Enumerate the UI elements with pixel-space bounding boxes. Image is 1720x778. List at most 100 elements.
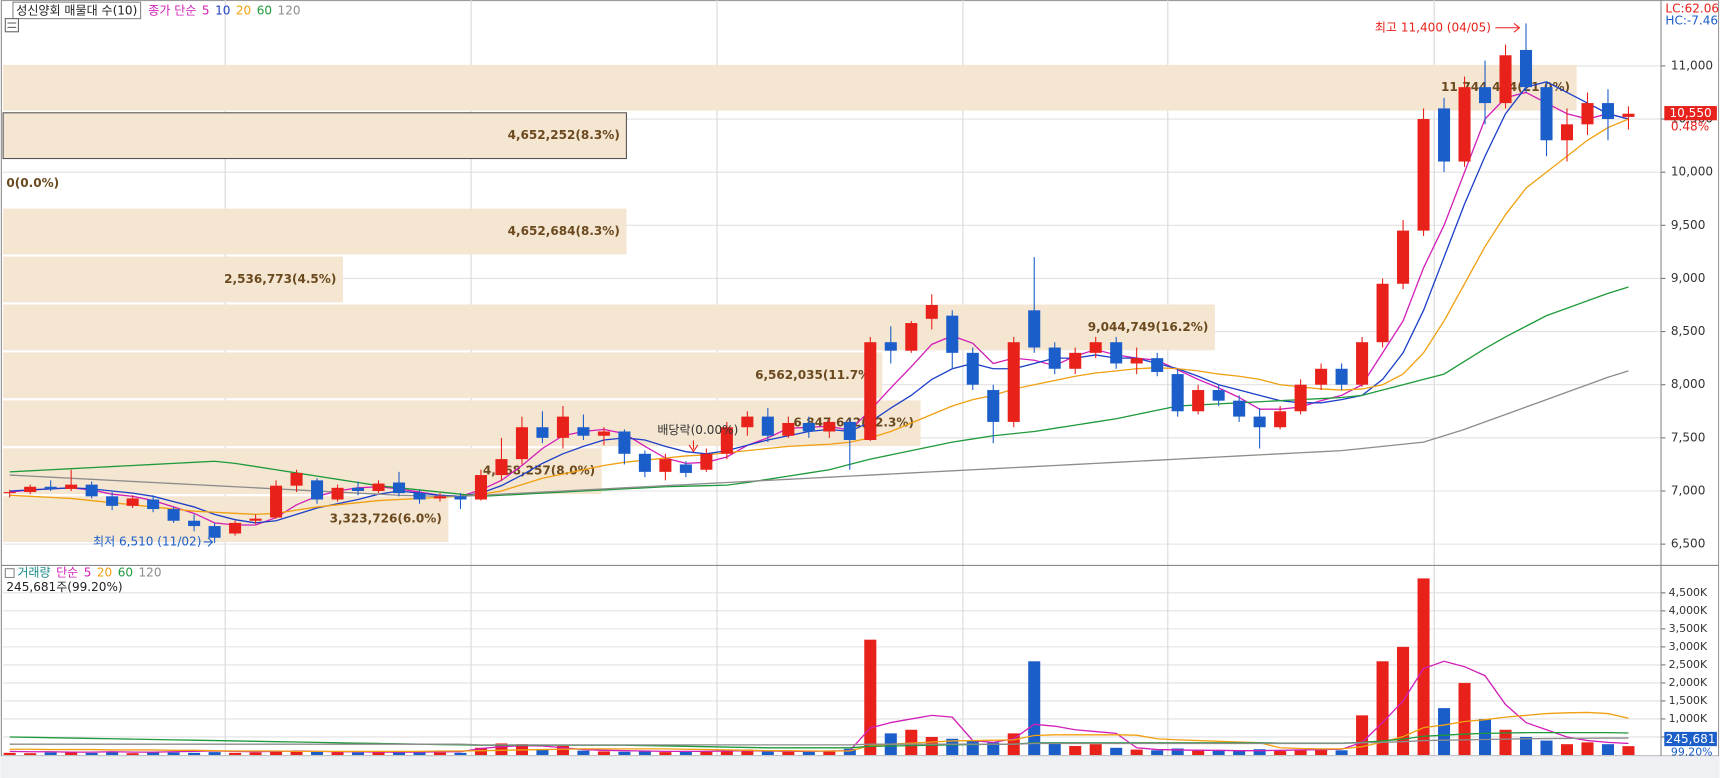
legend-label: 단순 xyxy=(56,566,78,580)
volume-bar xyxy=(106,752,119,755)
title-box xyxy=(12,1,142,20)
volume-bar xyxy=(413,752,426,755)
volume-bar xyxy=(1622,746,1635,755)
volume-bar xyxy=(1089,744,1102,755)
candle-body xyxy=(659,459,672,472)
candle-body xyxy=(1499,55,1512,104)
volume-bar xyxy=(126,753,139,755)
y-tick-label: 2,000K xyxy=(1669,676,1708,689)
chart-title: 성신양회 매물대 수(10) xyxy=(16,3,137,17)
volume-bar xyxy=(331,752,344,755)
candle-body xyxy=(802,422,815,432)
volume-bar xyxy=(597,751,610,755)
volume-bar xyxy=(1274,751,1287,755)
volume-bar xyxy=(270,751,283,755)
candle-body xyxy=(1089,342,1102,353)
candle-body xyxy=(761,416,774,436)
volume-bar xyxy=(1212,750,1225,755)
candle-body xyxy=(1253,416,1266,428)
high-annotation: 최고 11,400 (04/05) xyxy=(1375,20,1491,34)
legend-label: 종가 단순 xyxy=(148,3,196,17)
volume-bar xyxy=(147,751,160,755)
legend-entry: 120 xyxy=(278,3,301,17)
candle-body xyxy=(1028,310,1041,348)
legend-entry: 5 xyxy=(84,566,92,580)
y-tick-label: 4,000K xyxy=(1669,604,1708,617)
candle-body xyxy=(229,522,242,534)
y-tick-label: 9,500 xyxy=(1671,218,1706,232)
y-tick-label: 8,000 xyxy=(1671,377,1706,391)
candle-body xyxy=(618,431,631,454)
volume-bar xyxy=(823,751,836,755)
candle-body xyxy=(700,453,713,470)
dividend-annotation: 배당락(0.00%) xyxy=(657,423,738,437)
y-tick-label: 11,000 xyxy=(1671,58,1713,72)
volume-bar xyxy=(864,639,877,755)
candle-body xyxy=(987,390,1000,422)
volume-bar xyxy=(433,752,447,755)
profile-label: 0(0.0%) xyxy=(6,176,59,190)
candle-body xyxy=(147,499,160,510)
candle-body xyxy=(905,323,918,351)
volume-bar xyxy=(1540,740,1553,755)
candle-body xyxy=(270,485,283,518)
candle-body xyxy=(1192,390,1205,412)
profile-label: 2,536,773(4.5%) xyxy=(224,272,336,286)
volume-bar xyxy=(1294,749,1307,755)
candle-body xyxy=(44,486,57,489)
volume-bar xyxy=(495,743,508,755)
legend-entry: 20 xyxy=(236,3,251,17)
volume-bar xyxy=(1192,749,1205,755)
volume-bar xyxy=(843,748,856,755)
candle-body xyxy=(1048,347,1061,369)
candle-body xyxy=(925,305,938,319)
volume-bar xyxy=(659,752,672,755)
candle-body xyxy=(208,526,221,538)
candle-body xyxy=(413,493,426,500)
volume-bar xyxy=(85,752,98,755)
profile-label: 4,652,252(8.3%) xyxy=(508,128,620,142)
legend-entry: 20 xyxy=(97,566,112,580)
volume-bar xyxy=(1028,661,1041,755)
volume-bar xyxy=(966,740,979,755)
profile-label: 6,562,035(11.7%) xyxy=(755,368,876,382)
volume-bar xyxy=(24,753,37,755)
high-arrow xyxy=(1495,22,1521,33)
candle-body xyxy=(1479,87,1492,104)
volume-bar xyxy=(1479,718,1492,755)
volume-bar xyxy=(3,752,16,755)
candle-body xyxy=(249,518,262,521)
candle-body xyxy=(1417,119,1430,231)
candle-body xyxy=(1212,390,1225,401)
candle-body xyxy=(1007,342,1020,422)
candle-body xyxy=(946,315,959,353)
volume-bar xyxy=(638,751,651,755)
candle-body xyxy=(433,496,447,499)
legend-entry: 60 xyxy=(257,3,272,17)
candle-body xyxy=(720,427,733,454)
calendar-icon[interactable] xyxy=(4,18,19,33)
y-tick-label: 1,000K xyxy=(1669,712,1708,725)
volume-bar xyxy=(761,750,774,755)
candle-body xyxy=(188,520,201,527)
volume-bar xyxy=(1376,661,1389,755)
volume-bar xyxy=(249,752,262,755)
volume-bar xyxy=(987,742,1000,755)
y-tick-label: 3,000K xyxy=(1669,640,1708,653)
candle-body xyxy=(454,496,467,500)
volume-bar xyxy=(782,751,795,755)
ma-line xyxy=(9,737,1629,746)
volume-bar xyxy=(536,749,549,755)
volume-bar xyxy=(720,750,733,755)
candle-body xyxy=(884,342,897,351)
legend-entry: 120 xyxy=(139,566,162,580)
volume-bar xyxy=(905,729,918,755)
candle-body xyxy=(474,475,487,500)
x-axis-band xyxy=(0,756,1720,778)
volume-summary: 245,681주(99.20%) xyxy=(6,580,122,594)
profile-label: 4,652,684(8.3%) xyxy=(508,224,620,238)
volume-bar xyxy=(1110,747,1123,755)
dividend-arrow xyxy=(688,440,699,453)
volume-bar xyxy=(208,752,221,755)
